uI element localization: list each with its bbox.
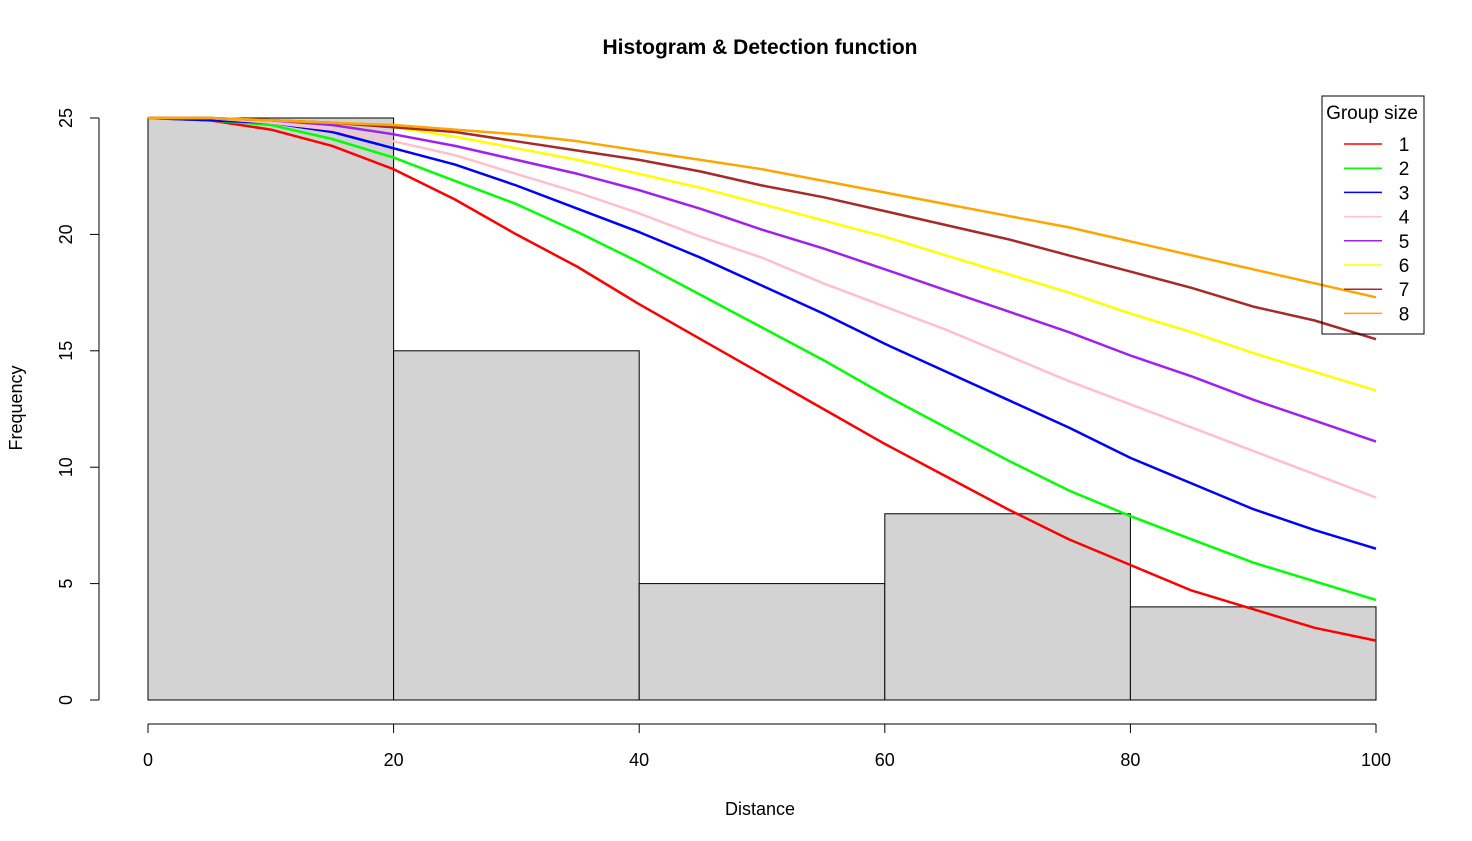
legend-label: 3 bbox=[1399, 183, 1410, 204]
x-tick-label: 40 bbox=[629, 750, 649, 770]
histogram-bar bbox=[393, 350, 640, 701]
x-tick-label: 80 bbox=[1120, 750, 1140, 770]
histogram-bar bbox=[147, 117, 395, 701]
x-tick-label: 20 bbox=[384, 750, 404, 770]
x-tick-label: 0 bbox=[143, 750, 153, 770]
x-tick-label: 60 bbox=[875, 750, 895, 770]
y-tick-label: 5 bbox=[56, 579, 76, 589]
series-line-group-8 bbox=[148, 116, 1377, 299]
legend-label: 8 bbox=[1399, 304, 1410, 325]
x-tick-label: 100 bbox=[1361, 750, 1391, 770]
legend-label: 7 bbox=[1399, 280, 1410, 301]
y-tick-label: 25 bbox=[56, 108, 76, 128]
histogram-bar bbox=[638, 583, 886, 701]
series-line-group-1 bbox=[147, 116, 1377, 642]
legend-label: 4 bbox=[1399, 208, 1410, 229]
series-line-group-5 bbox=[148, 116, 1377, 443]
legend: Group size 1 2 3 4 5 6 7 8 bbox=[1321, 95, 1425, 335]
y-axis: 0 5 10 15 20 25 bbox=[56, 108, 100, 705]
histogram-bar bbox=[1129, 606, 1377, 701]
x-axis: 0 20 40 60 80 100 bbox=[143, 723, 1391, 770]
detection-curves bbox=[147, 116, 1377, 642]
series-line-group-3 bbox=[147, 116, 1377, 550]
y-axis-label: Frequency bbox=[6, 365, 26, 450]
series-line-group-4 bbox=[148, 116, 1377, 499]
legend-label: 5 bbox=[1399, 232, 1410, 253]
y-tick-label: 0 bbox=[56, 695, 76, 705]
legend-label: 2 bbox=[1399, 159, 1410, 180]
series-line-group-2 bbox=[147, 116, 1377, 602]
legend-box bbox=[1321, 95, 1425, 335]
y-tick-label: 20 bbox=[56, 224, 76, 244]
histogram-bar bbox=[884, 513, 1131, 701]
legend-items: 1 2 3 4 5 6 7 8 bbox=[1344, 135, 1410, 325]
legend-label: 6 bbox=[1399, 256, 1410, 277]
y-tick-label: 15 bbox=[56, 341, 76, 361]
x-axis-label: Distance bbox=[725, 799, 795, 819]
legend-label: 1 bbox=[1399, 135, 1410, 156]
histogram-bars bbox=[147, 117, 1377, 701]
y-tick-label: 10 bbox=[56, 457, 76, 477]
chart-title: Histogram & Detection function bbox=[602, 36, 917, 59]
legend-title: Group size bbox=[1326, 103, 1418, 124]
